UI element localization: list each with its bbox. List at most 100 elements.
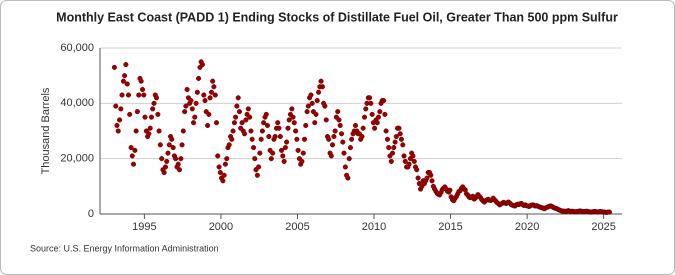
point <box>259 128 265 134</box>
x-tick-label: 2015 <box>438 221 462 233</box>
point <box>319 84 325 90</box>
point <box>176 167 182 173</box>
point <box>314 98 320 104</box>
point <box>280 153 286 159</box>
point <box>294 136 300 142</box>
point <box>155 111 161 117</box>
point <box>397 131 403 137</box>
point <box>428 172 434 178</box>
point <box>123 62 129 68</box>
point <box>138 78 144 84</box>
x-tick-label: 2005 <box>285 221 309 233</box>
point <box>368 100 374 106</box>
point <box>346 156 352 162</box>
point <box>216 164 222 170</box>
point <box>339 131 345 137</box>
point <box>239 120 245 126</box>
point <box>313 111 319 117</box>
point <box>115 128 121 134</box>
point <box>345 175 351 181</box>
point <box>222 161 228 167</box>
point <box>247 114 253 120</box>
point <box>184 86 190 93</box>
point <box>322 103 328 109</box>
point <box>132 147 138 153</box>
point <box>215 153 221 159</box>
point <box>130 161 137 167</box>
x-tick-label: 1995 <box>132 221 156 233</box>
point <box>359 133 365 140</box>
point <box>429 178 435 184</box>
point <box>369 111 375 117</box>
point <box>192 114 198 120</box>
point <box>179 142 185 148</box>
point <box>233 114 239 120</box>
point <box>161 169 167 176</box>
point <box>146 131 152 137</box>
point <box>336 117 342 123</box>
point <box>323 117 329 123</box>
point <box>275 120 281 126</box>
point <box>201 92 207 98</box>
point <box>125 92 132 98</box>
point <box>318 78 324 84</box>
point <box>235 95 241 101</box>
point <box>360 125 366 131</box>
point <box>291 120 297 126</box>
point <box>295 147 301 153</box>
point <box>243 117 249 123</box>
point <box>361 114 368 120</box>
point <box>114 122 120 129</box>
point <box>293 128 299 134</box>
y-axis-label: Thousand Barrels <box>40 87 52 174</box>
point <box>256 164 262 170</box>
point <box>290 114 296 120</box>
point <box>388 158 394 164</box>
point <box>411 158 417 164</box>
point <box>224 156 230 162</box>
point <box>401 153 407 159</box>
y-tick-label: 0 <box>88 208 94 220</box>
point <box>424 175 430 181</box>
point <box>286 117 292 123</box>
point <box>234 103 240 109</box>
point <box>340 139 346 145</box>
x-tick-label: 2020 <box>515 221 539 233</box>
point <box>352 122 359 129</box>
point <box>111 64 117 70</box>
point <box>335 109 341 115</box>
point <box>230 128 236 134</box>
point <box>129 153 135 159</box>
point <box>140 86 146 93</box>
point <box>377 109 383 115</box>
point <box>180 128 186 134</box>
point <box>400 142 406 148</box>
point <box>392 139 398 145</box>
point <box>150 106 156 112</box>
point <box>328 153 334 159</box>
point <box>211 84 217 90</box>
point <box>447 187 453 193</box>
point <box>207 95 213 101</box>
point <box>119 92 125 98</box>
point <box>164 158 170 164</box>
y-tick-label: 20,000 <box>60 153 94 165</box>
point <box>166 142 172 148</box>
point <box>142 114 148 120</box>
point <box>122 73 128 79</box>
point <box>402 158 408 164</box>
point <box>248 128 254 134</box>
point <box>312 120 318 126</box>
x-tick-label: 2025 <box>591 221 615 233</box>
point <box>128 145 134 151</box>
point <box>329 142 336 148</box>
point <box>212 92 218 98</box>
point <box>406 161 412 167</box>
point <box>241 131 248 137</box>
point <box>170 145 176 151</box>
point <box>281 158 287 164</box>
point <box>113 103 119 109</box>
point <box>217 169 223 176</box>
point <box>199 62 205 68</box>
